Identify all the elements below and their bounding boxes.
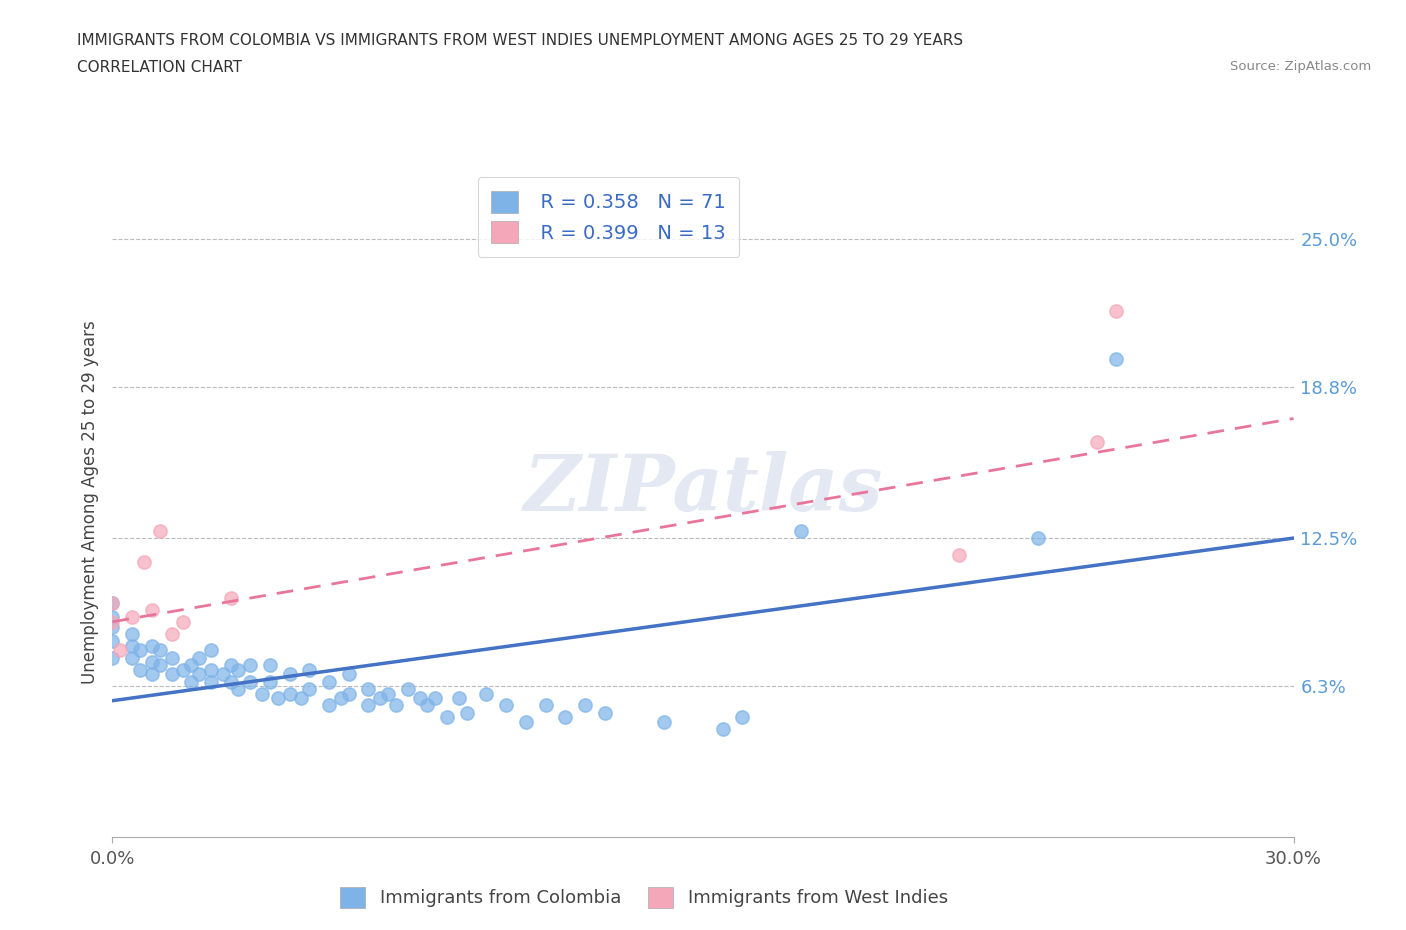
Text: CORRELATION CHART: CORRELATION CHART	[77, 60, 242, 75]
Y-axis label: Unemployment Among Ages 25 to 29 years: Unemployment Among Ages 25 to 29 years	[80, 320, 98, 684]
Point	[368, 691, 391, 706]
Point	[101, 615, 124, 630]
Point	[200, 662, 222, 677]
Text: IMMIGRANTS FROM COLOMBIA VS IMMIGRANTS FROM WEST INDIES UNEMPLOYMENT AMONG AGES : IMMIGRANTS FROM COLOMBIA VS IMMIGRANTS F…	[77, 33, 963, 47]
Point	[447, 691, 470, 706]
Point	[278, 686, 301, 701]
Point	[357, 698, 380, 713]
Point	[416, 698, 439, 713]
Point	[101, 650, 124, 665]
Point	[172, 662, 194, 677]
Text: Source: ZipAtlas.com: Source: ZipAtlas.com	[1230, 60, 1371, 73]
Point	[101, 609, 124, 624]
Point	[101, 619, 124, 634]
Point	[110, 643, 132, 658]
Point	[290, 691, 312, 706]
Point	[298, 682, 321, 697]
Point	[219, 658, 242, 672]
Legend: Immigrants from Colombia, Immigrants from West Indies: Immigrants from Colombia, Immigrants fro…	[333, 880, 955, 915]
Point	[160, 626, 183, 641]
Point	[1026, 531, 1049, 546]
Point	[149, 643, 172, 658]
Point	[239, 658, 262, 672]
Point	[219, 674, 242, 689]
Point	[259, 674, 281, 689]
Point	[1085, 435, 1108, 450]
Point	[1105, 303, 1128, 318]
Point	[790, 524, 813, 538]
Point	[228, 682, 250, 697]
Point	[180, 658, 202, 672]
Point	[141, 603, 163, 618]
Point	[121, 609, 143, 624]
Point	[425, 691, 447, 706]
Point	[129, 662, 152, 677]
Point	[267, 691, 290, 706]
Point	[180, 674, 202, 689]
Point	[554, 710, 576, 724]
Point	[160, 650, 183, 665]
Point	[1105, 352, 1128, 366]
Point	[711, 722, 734, 737]
Point	[337, 686, 360, 701]
Point	[172, 615, 194, 630]
Point	[436, 710, 458, 724]
Point	[121, 638, 143, 653]
Point	[515, 715, 537, 730]
Point	[101, 595, 124, 610]
Point	[121, 650, 143, 665]
Point	[141, 667, 163, 682]
Point	[211, 667, 233, 682]
Point	[219, 591, 242, 605]
Point	[200, 643, 222, 658]
Point	[228, 662, 250, 677]
Point	[278, 667, 301, 682]
Point	[188, 667, 211, 682]
Point	[141, 638, 163, 653]
Point	[456, 705, 478, 720]
Point	[160, 667, 183, 682]
Point	[318, 674, 340, 689]
Point	[574, 698, 596, 713]
Point	[408, 691, 430, 706]
Point	[377, 686, 399, 701]
Point	[652, 715, 675, 730]
Point	[475, 686, 498, 701]
Point	[239, 674, 262, 689]
Point	[337, 667, 360, 682]
Point	[318, 698, 340, 713]
Point	[101, 595, 124, 610]
Point	[298, 662, 321, 677]
Point	[129, 643, 152, 658]
Point	[132, 554, 155, 569]
Point	[149, 524, 172, 538]
Point	[200, 674, 222, 689]
Point	[593, 705, 616, 720]
Point	[259, 658, 281, 672]
Point	[149, 658, 172, 672]
Point	[188, 650, 211, 665]
Point	[396, 682, 419, 697]
Point	[495, 698, 517, 713]
Point	[385, 698, 408, 713]
Point	[534, 698, 557, 713]
Point	[121, 626, 143, 641]
Point	[329, 691, 352, 706]
Point	[101, 633, 124, 648]
Point	[731, 710, 754, 724]
Point	[948, 548, 970, 563]
Point	[141, 655, 163, 670]
Point	[250, 686, 273, 701]
Point	[357, 682, 380, 697]
Text: ZIPatlas: ZIPatlas	[523, 450, 883, 527]
